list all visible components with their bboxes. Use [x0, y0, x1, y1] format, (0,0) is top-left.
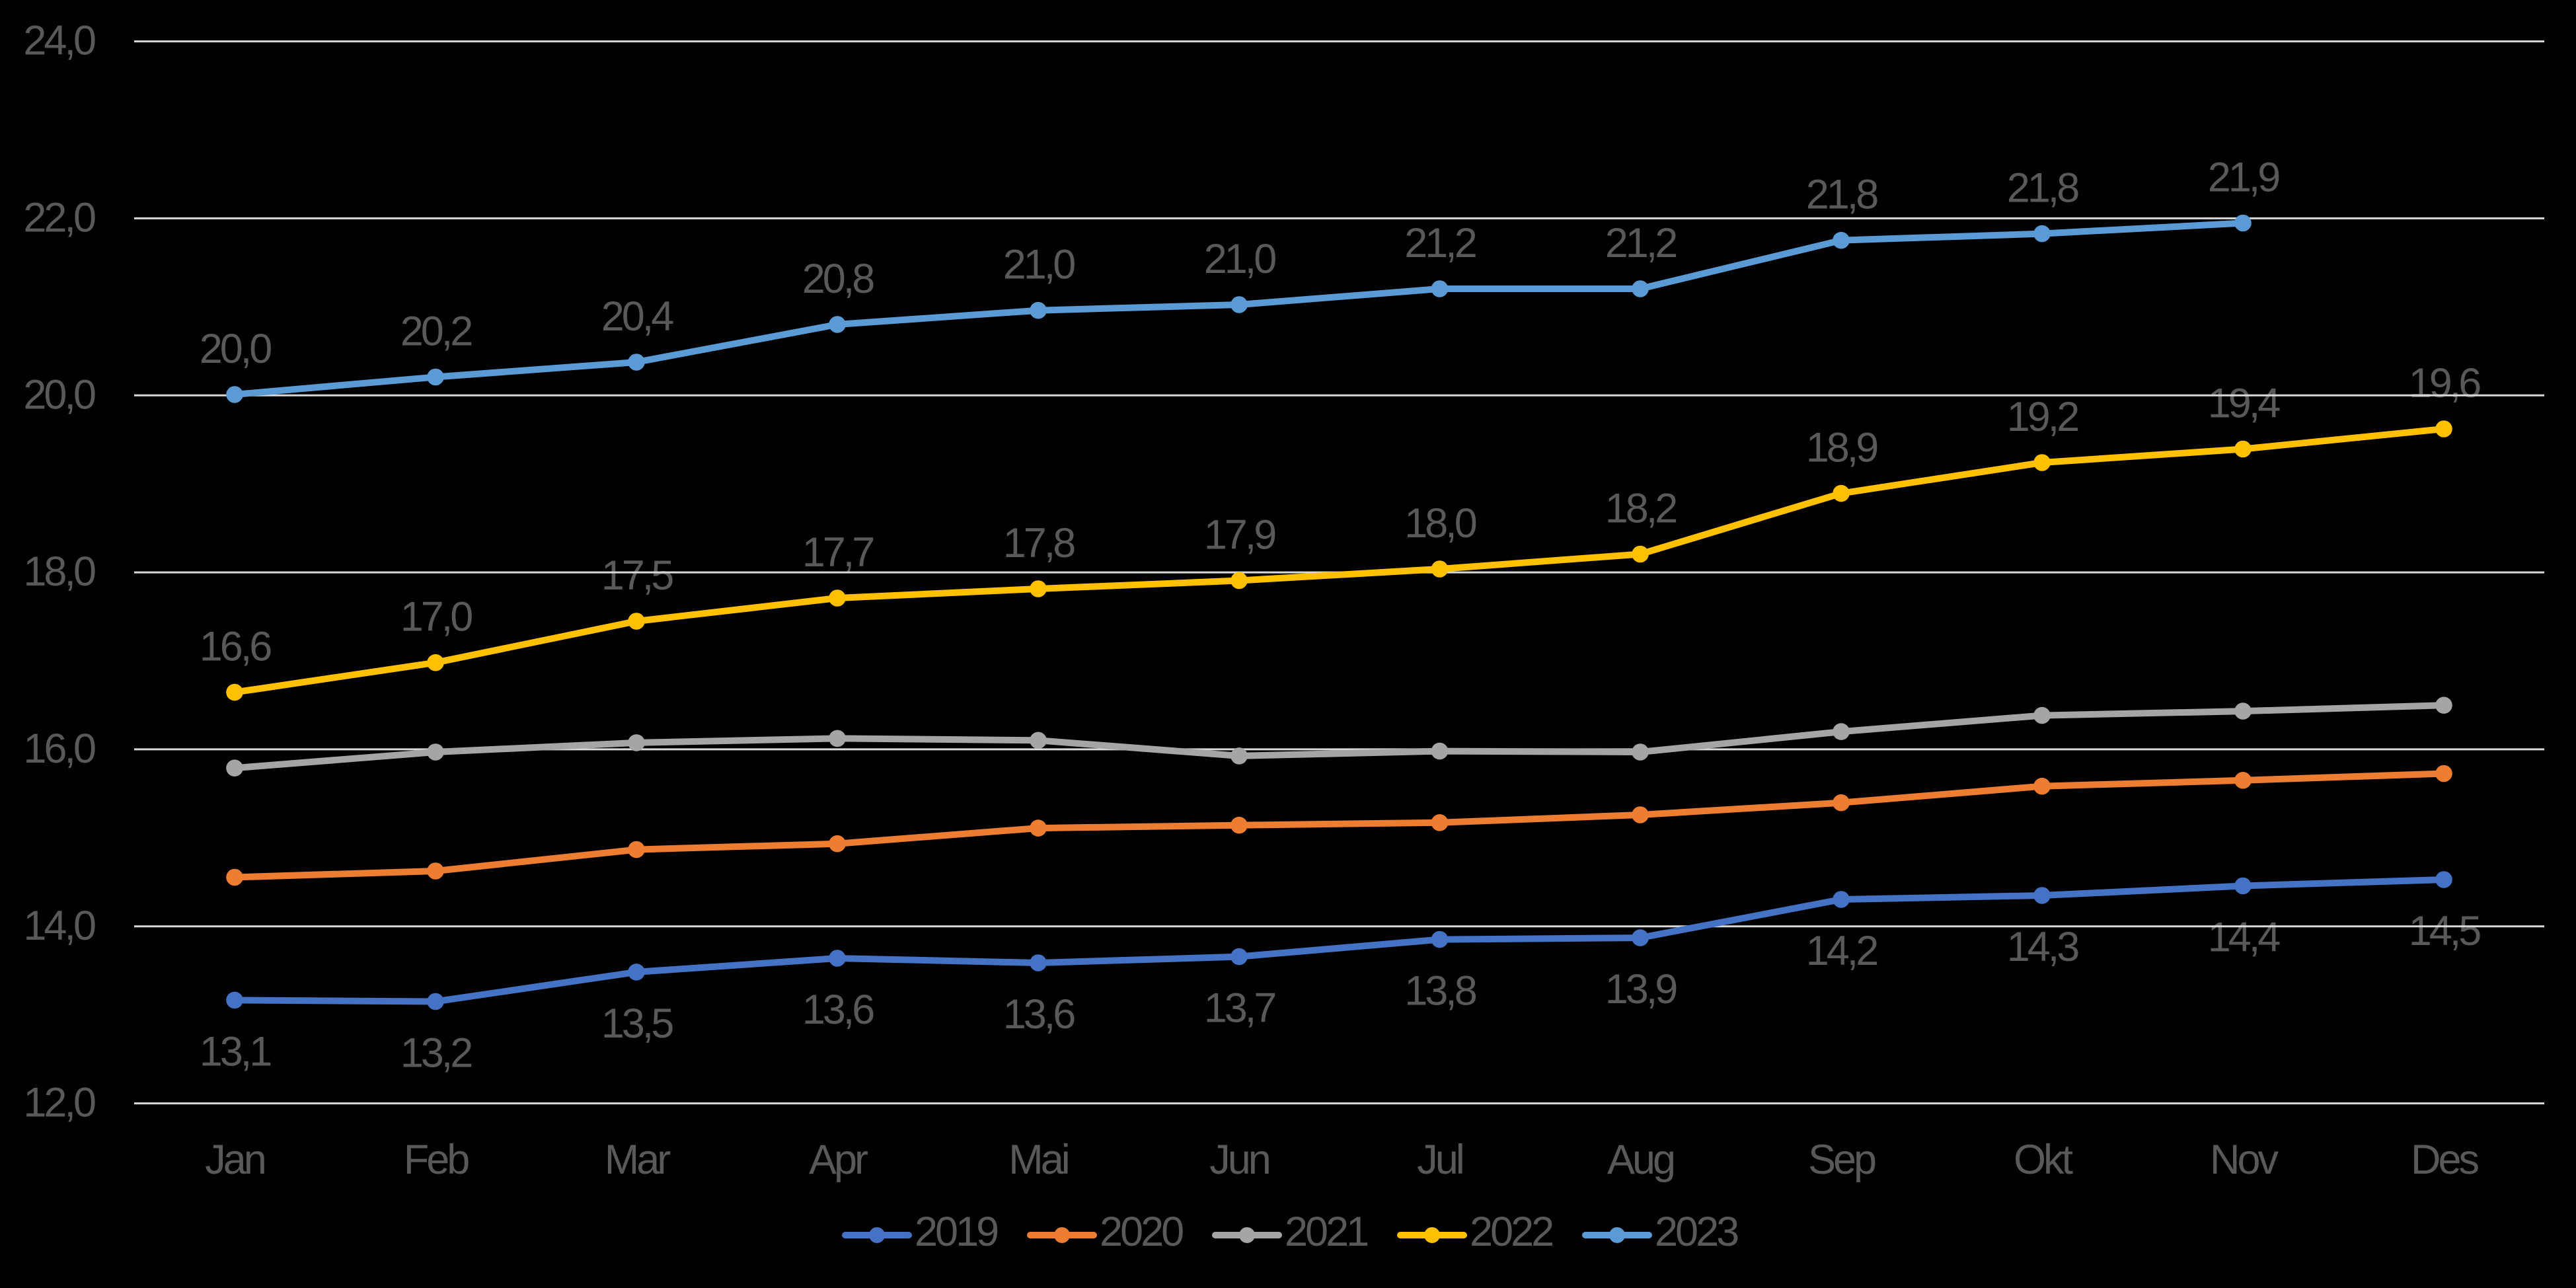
svg-text:21,0: 21,0	[1204, 236, 1276, 282]
svg-text:2020: 2020	[1100, 1209, 1183, 1255]
svg-text:2021: 2021	[1285, 1209, 1367, 1255]
svg-text:Okt: Okt	[2014, 1137, 2074, 1183]
svg-text:2023: 2023	[1655, 1209, 1738, 1255]
svg-text:20,4: 20,4	[601, 293, 674, 340]
svg-text:21,8: 21,8	[1806, 172, 1878, 218]
svg-text:18,0: 18,0	[23, 549, 95, 595]
svg-text:13,1: 13,1	[200, 1028, 271, 1075]
svg-text:13,6: 13,6	[1003, 991, 1075, 1038]
svg-text:17,7: 17,7	[802, 529, 874, 576]
svg-text:20,0: 20,0	[200, 326, 272, 372]
svg-text:14,3: 14,3	[2007, 924, 2079, 970]
svg-text:20,2: 20,2	[400, 309, 472, 355]
svg-text:14,0: 14,0	[23, 903, 95, 949]
svg-text:19,2: 19,2	[2007, 394, 2078, 440]
svg-text:24,0: 24,0	[23, 18, 95, 64]
svg-text:13,5: 13,5	[601, 1001, 673, 1047]
svg-text:21,9: 21,9	[2208, 155, 2280, 201]
svg-text:13,7: 13,7	[1204, 985, 1275, 1032]
svg-text:17,5: 17,5	[601, 552, 673, 599]
svg-text:20,0: 20,0	[23, 371, 95, 418]
svg-text:Sep: Sep	[1808, 1137, 1875, 1183]
svg-text:14,4: 14,4	[2208, 915, 2281, 961]
svg-text:13,6: 13,6	[802, 987, 874, 1033]
svg-text:Des: Des	[2411, 1137, 2479, 1183]
svg-text:13,2: 13,2	[400, 1030, 472, 1077]
svg-text:21,0: 21,0	[1003, 242, 1075, 288]
svg-text:Jul: Jul	[1417, 1137, 1462, 1183]
svg-text:18,9: 18,9	[1806, 425, 1878, 471]
svg-text:13,9: 13,9	[1605, 966, 1677, 1012]
svg-text:21,8: 21,8	[2007, 165, 2079, 211]
svg-text:Aug: Aug	[1607, 1137, 1673, 1183]
svg-text:17,0: 17,0	[400, 594, 473, 640]
svg-text:16,6: 16,6	[200, 624, 272, 670]
svg-text:17,8: 17,8	[1003, 520, 1075, 566]
svg-text:Jan: Jan	[205, 1137, 264, 1183]
svg-text:20,8: 20,8	[802, 256, 874, 302]
svg-text:13,8: 13,8	[1404, 968, 1476, 1014]
svg-text:Mai: Mai	[1008, 1137, 1068, 1183]
svg-text:19,6: 19,6	[2409, 360, 2481, 406]
svg-text:18,0: 18,0	[1404, 500, 1476, 547]
svg-text:12,0: 12,0	[23, 1080, 95, 1126]
svg-text:16,0: 16,0	[23, 726, 95, 772]
svg-text:Apr: Apr	[809, 1137, 868, 1183]
svg-text:Jun: Jun	[1209, 1137, 1269, 1183]
svg-text:Nov: Nov	[2210, 1137, 2279, 1183]
svg-text:2022: 2022	[1470, 1209, 1552, 1255]
svg-text:14,2: 14,2	[1806, 928, 1877, 974]
svg-text:19,4: 19,4	[2208, 381, 2281, 427]
svg-text:21,2: 21,2	[1605, 220, 1677, 266]
svg-text:21,2: 21,2	[1404, 220, 1476, 266]
svg-text:17,9: 17,9	[1204, 512, 1276, 558]
svg-text:Mar: Mar	[605, 1137, 671, 1183]
svg-text:14,5: 14,5	[2409, 908, 2481, 954]
svg-text:2019: 2019	[915, 1209, 998, 1255]
svg-text:22,0: 22,0	[23, 194, 95, 241]
svg-text:Feb: Feb	[404, 1137, 469, 1183]
svg-text:18,2: 18,2	[1605, 486, 1677, 532]
